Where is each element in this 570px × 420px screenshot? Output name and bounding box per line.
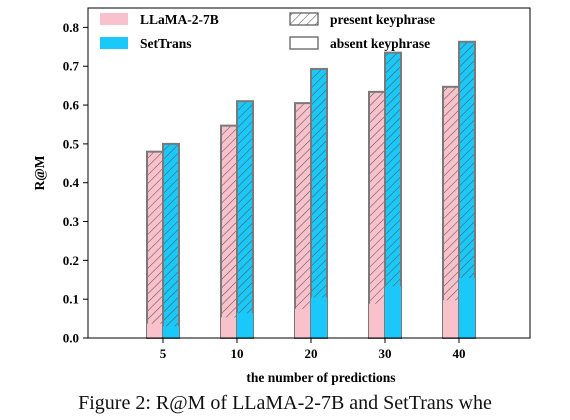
y-tick-label: 0.4 <box>63 175 80 190</box>
legend-label-absent: absent keyphrase <box>330 36 430 51</box>
legend-swatch-settrans <box>100 37 128 49</box>
bar-present-hatch-llama-2-7b-5 <box>146 150 164 339</box>
x-tick-label: 5 <box>160 346 167 361</box>
bar-chart: 0.0 0.1 0.2 0.3 0.4 0.5 0.6 0.7 0.8 5 10 20 30 40 the … <box>32 7 531 385</box>
bar-absent-settrans-20 <box>311 297 327 338</box>
y-tick-label: 0.6 <box>63 98 80 113</box>
bar-absent-settrans-10 <box>237 313 253 338</box>
y-tick-label: 0.8 <box>63 20 80 35</box>
bar-present-hatch-llama-2-7b-40 <box>442 85 460 339</box>
bar-present-hatch-llama-2-7b-10 <box>220 124 238 339</box>
bar-absent-llama-2-7b-5 <box>147 323 163 338</box>
bar-absent-settrans-30 <box>385 286 401 338</box>
x-tick-label: 20 <box>305 346 318 361</box>
legend: LLaMA-2-7B SetTrans present keyphrase absen… <box>100 12 435 51</box>
legend-swatch-absent <box>289 36 319 50</box>
y-tick-label: 0.7 <box>63 59 80 74</box>
y-tick-label: 0.5 <box>63 136 80 151</box>
legend-label-llama: LLaMA-2-7B <box>140 12 219 27</box>
x-tick-label: 40 <box>453 346 466 361</box>
bar-absent-settrans-5 <box>163 326 179 338</box>
axes-group: 0.0 0.1 0.2 0.3 0.4 0.5 0.6 0.7 0.8 5 10 20 30 40 the … <box>32 7 531 385</box>
plot-frame <box>87 7 531 339</box>
y-tick-label: 0.1 <box>63 292 79 307</box>
y-tick-label: 0.0 <box>63 331 79 346</box>
x-tick-label: 30 <box>379 346 392 361</box>
legend-swatch-llama <box>100 13 128 25</box>
y-tick-label: 0.3 <box>63 214 80 229</box>
legend-swatch-present <box>289 12 319 26</box>
bar-absent-settrans-40 <box>459 277 475 338</box>
bar-present-hatch-llama-2-7b-30 <box>368 90 386 339</box>
bar-absent-llama-2-7b-10 <box>221 317 237 338</box>
bars-group <box>146 40 476 340</box>
bar-absent-llama-2-7b-40 <box>443 300 459 338</box>
bar-absent-llama-2-7b-20 <box>295 308 311 338</box>
legend-label-settrans: SetTrans <box>140 36 192 51</box>
y-axis-label: R@M <box>32 155 47 190</box>
x-tick-label: 10 <box>231 346 244 361</box>
bar-present-hatch-llama-2-7b-20 <box>294 102 312 339</box>
x-axis-label: the number of predictions <box>246 370 395 385</box>
y-tick-label: 0.2 <box>63 253 79 268</box>
bar-present-hatch-settrans-10 <box>236 100 254 339</box>
legend-label-present: present keyphrase <box>330 12 435 27</box>
bar-present-hatch-settrans-5 <box>162 142 180 339</box>
figure-caption: Figure 2: R@M of LLaMA-2-7B and SetTrans… <box>78 392 492 414</box>
bar-absent-llama-2-7b-30 <box>369 303 385 338</box>
